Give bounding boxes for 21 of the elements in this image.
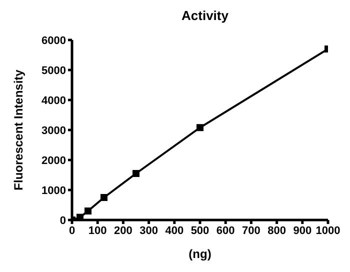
y-tick-label: 4000 [42,94,66,107]
x-tick-label: 600 [216,224,235,237]
y-tick-label: 6000 [42,34,66,47]
y-axis-title: Fluorescent Intensity [11,69,26,190]
y-tick-label: 1000 [42,184,66,197]
x-tick-label: 800 [268,224,286,237]
x-tick-label: 0 [68,224,76,237]
x-tick-label: 200 [114,224,132,237]
y-tick-label: 5000 [42,64,66,77]
x-tick-label: 900 [293,224,312,237]
x-axis-title: (ng) [188,247,212,261]
x-tick-label: 100 [88,224,107,237]
x-tick-label: 500 [190,224,210,237]
x-tick-label: 1000 [316,224,340,237]
y-tick-label: 3000 [42,124,66,137]
y-tick-label: 0 [60,214,66,227]
x-tick-label: 400 [165,224,184,237]
x-tick-label: 300 [140,224,158,237]
y-tick-label: 2000 [42,154,66,167]
x-tick-label: 700 [242,224,260,237]
chart-title: Activity [180,8,230,25]
